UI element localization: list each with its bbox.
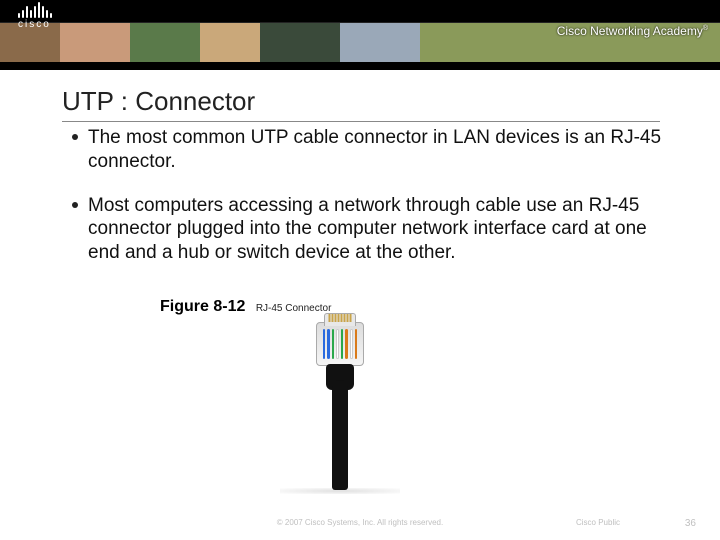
cisco-logo-bars <box>18 2 52 18</box>
figure: Figure 8-12 RJ-45 Connector <box>160 298 520 490</box>
slide-header: cisco Cisco Networking Academy® <box>0 0 720 70</box>
cable <box>332 380 348 490</box>
page-number: 36 <box>685 518 696 529</box>
rj45-pins <box>329 314 352 322</box>
slide-body: The most common UTP cable connector in L… <box>72 126 670 285</box>
slide-footer: © 2007 Cisco Systems, Inc. All rights re… <box>0 518 720 534</box>
header-bar-top <box>0 0 720 22</box>
slide-title: UTP : Connector <box>62 86 660 119</box>
rj45-plug <box>316 322 364 366</box>
reflection <box>280 488 400 494</box>
figure-label: Figure 8-12 <box>160 298 245 315</box>
figure-art <box>180 320 500 490</box>
cisco-logo: cisco <box>18 2 52 30</box>
figure-title: RJ-45 Connector <box>256 303 332 314</box>
trademark-icon: ® <box>703 25 708 32</box>
bullet-icon <box>72 134 78 140</box>
header-bar-bottom <box>0 62 720 70</box>
title-underline <box>62 121 660 122</box>
slide: cisco Cisco Networking Academy® UTP : Co… <box>0 0 720 540</box>
classification-text: Cisco Public <box>576 518 620 527</box>
bullet-text: The most common UTP cable connector in L… <box>88 126 670 174</box>
bullet-item: The most common UTP cable connector in L… <box>72 126 670 174</box>
bullet-item: Most computers accessing a network throu… <box>72 194 670 265</box>
rj45-wires <box>323 329 357 359</box>
academy-label: Cisco Networking Academy® <box>557 24 708 38</box>
copyright-text: © 2007 Cisco Systems, Inc. All rights re… <box>277 518 443 527</box>
cisco-logo-word: cisco <box>18 19 52 30</box>
academy-text: Cisco Networking Academy <box>557 24 703 38</box>
title-block: UTP : Connector <box>62 86 660 122</box>
bullet-text: Most computers accessing a network throu… <box>88 194 670 265</box>
bullet-icon <box>72 202 78 208</box>
